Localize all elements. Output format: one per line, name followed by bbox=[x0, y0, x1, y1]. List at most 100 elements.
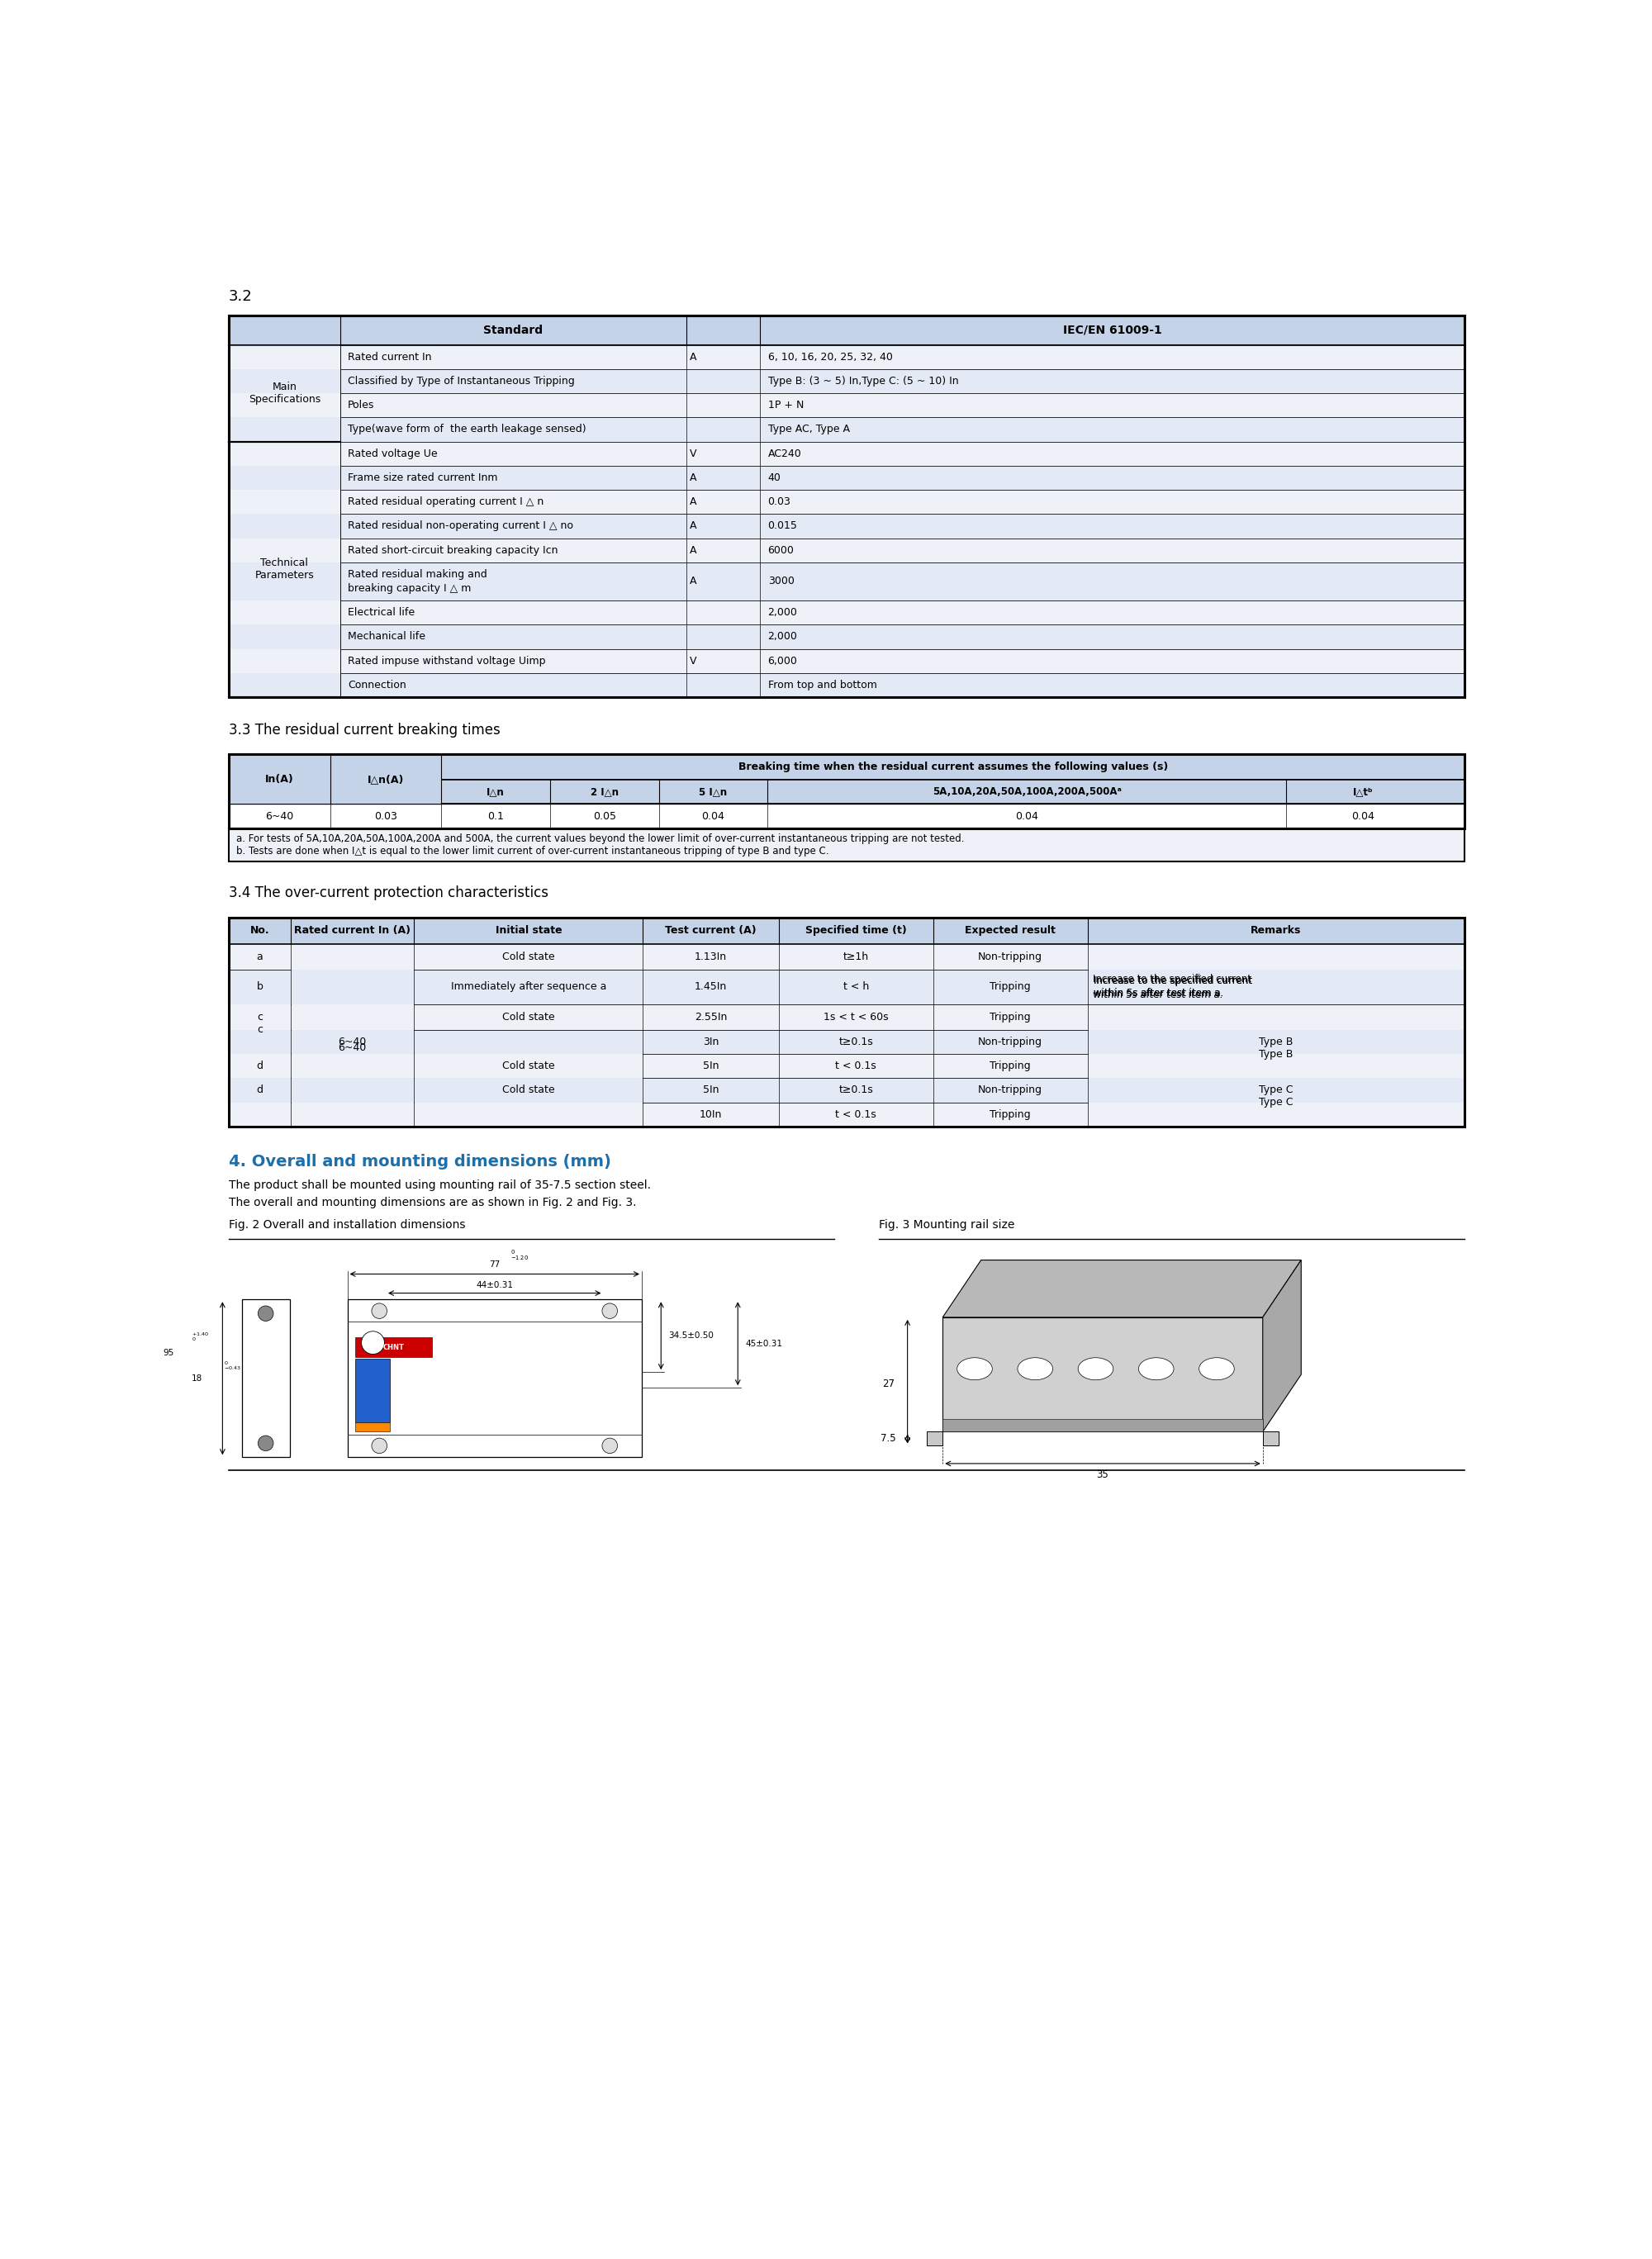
Bar bbox=[230, 648, 1464, 673]
Text: Tripping: Tripping bbox=[990, 980, 1031, 992]
Text: Rated residual making and: Rated residual making and bbox=[349, 569, 487, 581]
Text: Increase to the specified current: Increase to the specified current bbox=[1094, 976, 1252, 985]
Text: Non-tripping: Non-tripping bbox=[978, 1084, 1042, 1096]
Text: Standard: Standard bbox=[484, 325, 544, 337]
Text: t < 0.1s: t < 0.1s bbox=[836, 1062, 877, 1071]
Text: c: c bbox=[258, 1023, 263, 1035]
Text: d: d bbox=[256, 1084, 263, 1096]
Text: Poles: Poles bbox=[349, 400, 375, 411]
Bar bbox=[230, 1055, 291, 1078]
Bar bbox=[230, 346, 340, 368]
Text: 6~40: 6~40 bbox=[339, 1037, 367, 1048]
Bar bbox=[230, 1078, 291, 1102]
Text: b: b bbox=[256, 980, 263, 992]
Text: Rated impuse withstand voltage Uimp: Rated impuse withstand voltage Uimp bbox=[349, 655, 545, 666]
Text: within 5s after test item a.: within 5s after test item a. bbox=[1094, 987, 1224, 998]
Text: breaking capacity I △ m: breaking capacity I △ m bbox=[349, 583, 471, 594]
Bar bbox=[230, 368, 340, 393]
Bar bbox=[230, 626, 1464, 648]
Text: Expected result: Expected result bbox=[965, 926, 1056, 935]
Bar bbox=[230, 755, 330, 804]
Text: Type B: (3 ~ 5) In,Type C: (5 ~ 10) In: Type B: (3 ~ 5) In,Type C: (5 ~ 10) In bbox=[768, 375, 958, 386]
Circle shape bbox=[258, 1434, 273, 1450]
Text: t < h: t < h bbox=[843, 980, 869, 992]
Bar bbox=[230, 538, 340, 562]
Text: Tripping: Tripping bbox=[990, 1012, 1031, 1023]
Text: Increase to the specified current: Increase to the specified current bbox=[1094, 976, 1252, 985]
Text: t≥0.1s: t≥0.1s bbox=[839, 1084, 874, 1096]
Text: CHNT: CHNT bbox=[383, 1344, 405, 1351]
Text: 40: 40 bbox=[768, 472, 781, 483]
Text: 3.4 The over-current protection characteristics: 3.4 The over-current protection characte… bbox=[230, 886, 548, 901]
Text: 3000: 3000 bbox=[768, 576, 795, 587]
Bar bbox=[230, 601, 340, 626]
Bar bbox=[1087, 1102, 1464, 1127]
Text: IEC/EN 61009-1: IEC/EN 61009-1 bbox=[1062, 325, 1161, 337]
Text: 95: 95 bbox=[162, 1349, 173, 1358]
Text: Breaking time when the residual current assumes the following values (s): Breaking time when the residual current … bbox=[738, 761, 1168, 773]
Bar bbox=[230, 562, 1464, 601]
Bar bbox=[291, 969, 415, 1005]
Text: 35: 35 bbox=[1097, 1468, 1108, 1480]
Bar bbox=[291, 1055, 415, 1078]
Bar bbox=[230, 1005, 1464, 1030]
Text: A: A bbox=[691, 522, 697, 531]
Text: Type C: Type C bbox=[1259, 1084, 1294, 1096]
Bar bbox=[230, 601, 1464, 626]
Text: c: c bbox=[258, 1012, 263, 1023]
Ellipse shape bbox=[957, 1358, 993, 1380]
Text: Initial state: Initial state bbox=[496, 926, 562, 935]
Circle shape bbox=[372, 1303, 387, 1319]
Bar bbox=[230, 346, 1464, 368]
Text: 6~40: 6~40 bbox=[339, 1044, 367, 1053]
Text: From top and bottom: From top and bottom bbox=[768, 680, 877, 691]
Bar bbox=[230, 316, 1464, 698]
Text: 3In: 3In bbox=[702, 1037, 719, 1048]
Polygon shape bbox=[943, 1317, 1262, 1432]
Text: 18: 18 bbox=[192, 1373, 202, 1383]
Text: Rated current In (A): Rated current In (A) bbox=[294, 926, 411, 935]
Text: 45±0.31: 45±0.31 bbox=[745, 1340, 783, 1349]
Circle shape bbox=[372, 1439, 387, 1453]
Bar bbox=[1087, 969, 1464, 1005]
Text: 6~40: 6~40 bbox=[266, 811, 294, 822]
Text: 2,000: 2,000 bbox=[768, 608, 798, 619]
Text: 27: 27 bbox=[882, 1378, 894, 1389]
Bar bbox=[230, 969, 1464, 1005]
Bar bbox=[230, 562, 340, 601]
Text: a. For tests of 5A,10A,20A,50A,100A,200A and 500A, the current values beyond the: a. For tests of 5A,10A,20A,50A,100A,200A… bbox=[236, 834, 965, 845]
Text: Type C: Type C bbox=[1259, 1098, 1294, 1107]
Bar bbox=[230, 917, 1464, 1127]
Bar bbox=[1087, 1055, 1464, 1078]
Text: 1s < t < 60s: 1s < t < 60s bbox=[823, 1012, 889, 1023]
Text: 2,000: 2,000 bbox=[768, 633, 798, 642]
Text: Main
Specifications: Main Specifications bbox=[248, 382, 320, 404]
Bar bbox=[415, 1055, 643, 1078]
Bar bbox=[230, 1102, 291, 1127]
Bar bbox=[355, 1423, 390, 1432]
Text: A: A bbox=[691, 576, 697, 587]
Text: 5In: 5In bbox=[702, 1062, 719, 1071]
Text: A: A bbox=[691, 352, 697, 361]
Bar bbox=[230, 393, 340, 418]
Text: Rated residual non-operating current I △ no: Rated residual non-operating current I △… bbox=[349, 522, 573, 531]
Bar bbox=[347, 1299, 641, 1457]
Text: 34.5±0.50: 34.5±0.50 bbox=[669, 1331, 714, 1340]
Text: Cold state: Cold state bbox=[502, 1084, 555, 1096]
Bar bbox=[943, 1419, 1262, 1432]
Bar bbox=[230, 538, 1464, 562]
Bar bbox=[927, 1432, 943, 1446]
Text: 5A,10A,20A,50A,100A,200A,500Aᵃ: 5A,10A,20A,50A,100A,200A,500Aᵃ bbox=[932, 786, 1122, 797]
Text: Rated short-circuit breaking capacity Icn: Rated short-circuit breaking capacity Ic… bbox=[349, 544, 558, 556]
Text: No.: No. bbox=[249, 926, 269, 935]
Ellipse shape bbox=[1199, 1358, 1234, 1380]
Text: The overall and mounting dimensions are as shown in Fig. 2 and Fig. 3.: The overall and mounting dimensions are … bbox=[230, 1197, 636, 1209]
Text: Type AC, Type A: Type AC, Type A bbox=[768, 425, 849, 434]
Bar bbox=[230, 755, 1464, 829]
Bar bbox=[230, 490, 340, 515]
Circle shape bbox=[258, 1306, 273, 1322]
Bar bbox=[330, 755, 441, 804]
Bar bbox=[230, 418, 340, 441]
Text: t < 0.1s: t < 0.1s bbox=[836, 1109, 877, 1120]
Circle shape bbox=[601, 1303, 618, 1319]
